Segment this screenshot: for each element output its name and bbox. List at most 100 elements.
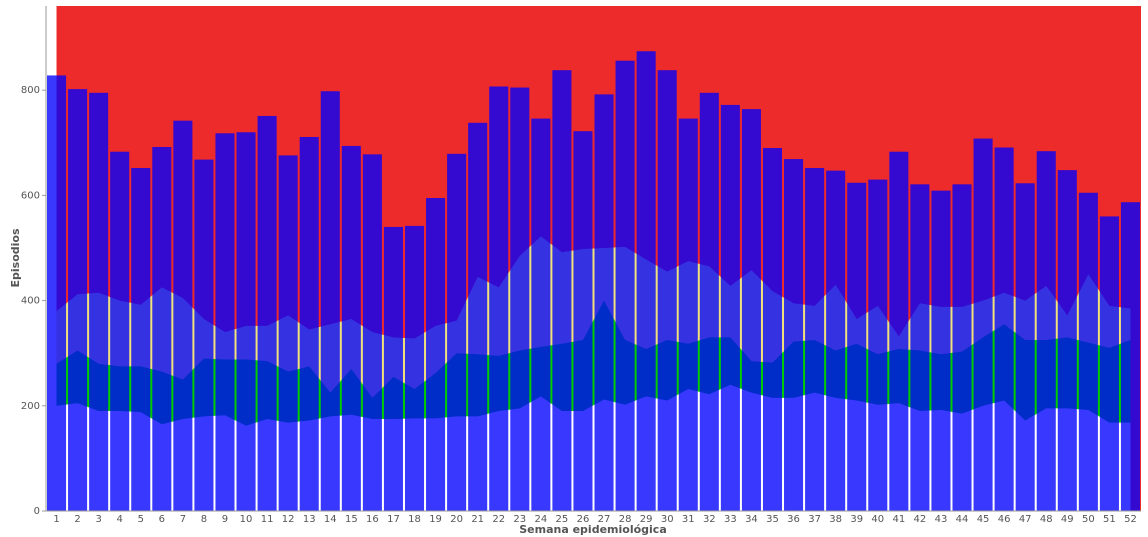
bar xyxy=(1015,183,1035,511)
bar xyxy=(131,168,151,512)
x-tick-label: 35 xyxy=(766,514,779,525)
y-axis-label: Episodios xyxy=(9,228,22,287)
x-tick-label: 24 xyxy=(534,514,547,525)
x-tick-label: 37 xyxy=(808,514,821,525)
bar xyxy=(110,151,130,511)
x-tick-label: 13 xyxy=(303,514,316,525)
bar xyxy=(320,91,340,511)
y-tick-label: 0 xyxy=(34,506,40,517)
x-tick-label: 43 xyxy=(935,514,948,525)
x-tick-label: 47 xyxy=(1019,514,1032,525)
x-tick-label: 40 xyxy=(871,514,884,525)
bar xyxy=(426,198,446,512)
bar xyxy=(278,155,298,512)
x-tick-label: 17 xyxy=(387,514,400,525)
bar xyxy=(868,179,888,511)
x-tick-label: 30 xyxy=(661,514,674,525)
x-tick-label: 44 xyxy=(956,514,969,525)
x-tick-label: 11 xyxy=(261,514,274,525)
bar xyxy=(447,153,467,512)
bar xyxy=(236,132,256,511)
bar xyxy=(615,60,635,511)
bar xyxy=(489,86,509,511)
x-tick-label: 39 xyxy=(850,514,863,525)
x-tick-label: 29 xyxy=(640,514,653,525)
x-tick-label: 18 xyxy=(408,514,421,525)
x-tick-label: 20 xyxy=(450,514,463,525)
bar xyxy=(805,168,825,512)
bar xyxy=(510,87,530,511)
bar xyxy=(194,159,214,511)
x-tick-label: 23 xyxy=(513,514,526,525)
bar xyxy=(762,148,783,511)
x-tick-label: 27 xyxy=(598,514,611,525)
bar xyxy=(173,120,193,511)
bar xyxy=(89,92,109,511)
bar xyxy=(1057,170,1077,511)
x-tick-label: 25 xyxy=(556,514,569,525)
bar xyxy=(215,133,235,512)
bar xyxy=(594,94,614,511)
bar xyxy=(910,184,930,511)
x-tick-label: 14 xyxy=(324,514,337,525)
y-tick-label: 200 xyxy=(21,401,40,412)
bar xyxy=(847,182,867,511)
bar xyxy=(531,118,551,512)
x-tick-label: 51 xyxy=(1103,514,1116,525)
bar xyxy=(257,115,277,511)
bar xyxy=(1036,151,1056,511)
x-tick-label: 46 xyxy=(998,514,1011,525)
bar xyxy=(931,190,951,511)
bar xyxy=(636,51,656,511)
bar xyxy=(152,146,172,511)
bar xyxy=(299,136,319,511)
x-tick-label: 16 xyxy=(366,514,379,525)
x-tick-label: 50 xyxy=(1082,514,1095,525)
x-tick-label: 34 xyxy=(745,514,758,525)
x-tick-label: 5 xyxy=(138,514,144,525)
bar xyxy=(1099,216,1119,511)
bar xyxy=(678,118,698,512)
x-tick-label: 1 xyxy=(53,514,59,525)
x-tick-label: 45 xyxy=(977,514,990,525)
x-tick-label: 12 xyxy=(282,514,295,525)
x-tick-label: 36 xyxy=(787,514,800,525)
bar xyxy=(468,122,488,511)
bar xyxy=(404,225,425,511)
x-tick-label: 31 xyxy=(682,514,695,525)
x-tick-label: 21 xyxy=(471,514,484,525)
x-tick-label: 6 xyxy=(159,514,165,525)
x-tick-label: 52 xyxy=(1124,514,1137,525)
bar xyxy=(47,75,67,511)
bar xyxy=(1078,192,1098,511)
bar xyxy=(889,151,909,511)
x-tick-label: 8 xyxy=(201,514,207,525)
bar xyxy=(341,145,361,512)
bar xyxy=(994,147,1014,512)
bar xyxy=(720,104,740,511)
x-tick-label: 41 xyxy=(892,514,905,525)
bar xyxy=(741,109,761,512)
x-tick-label: 2 xyxy=(74,514,80,525)
bar xyxy=(657,70,677,511)
bar xyxy=(952,184,972,511)
x-tick-label: 38 xyxy=(829,514,842,525)
bar xyxy=(1120,202,1140,511)
x-tick-label: 3 xyxy=(95,514,101,525)
y-tick-label: 400 xyxy=(21,296,40,307)
bar xyxy=(784,159,804,511)
x-tick-label: 32 xyxy=(703,514,716,525)
bar xyxy=(552,70,572,511)
x-tick-label: 15 xyxy=(345,514,358,525)
x-tick-label: 4 xyxy=(117,514,123,525)
bar xyxy=(68,89,88,511)
x-tick-label: 19 xyxy=(429,514,442,525)
x-tick-label: 10 xyxy=(240,514,253,525)
bar xyxy=(362,154,382,511)
x-tick-label: 42 xyxy=(914,514,927,525)
x-tick-label: 22 xyxy=(492,514,505,525)
bar xyxy=(826,170,846,511)
x-tick-label: 26 xyxy=(577,514,590,525)
bar xyxy=(699,92,719,511)
x-tick-label: 7 xyxy=(180,514,186,525)
